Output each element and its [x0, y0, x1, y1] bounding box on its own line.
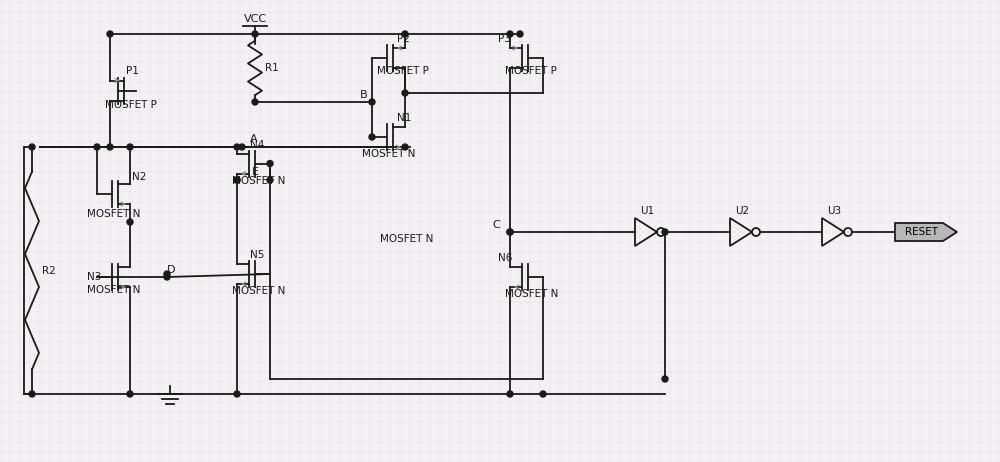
- Circle shape: [29, 391, 35, 397]
- Text: N1: N1: [397, 113, 411, 123]
- Circle shape: [540, 391, 546, 397]
- Circle shape: [252, 31, 258, 37]
- Text: MOSFET P: MOSFET P: [505, 66, 557, 76]
- Text: N3: N3: [87, 272, 101, 282]
- Circle shape: [239, 144, 245, 150]
- Circle shape: [507, 31, 513, 37]
- Circle shape: [507, 391, 513, 397]
- Circle shape: [234, 177, 240, 183]
- Text: RESET: RESET: [904, 227, 938, 237]
- Text: P3: P3: [498, 34, 511, 44]
- Text: MOSFET N: MOSFET N: [87, 209, 140, 219]
- Text: U3: U3: [827, 206, 841, 216]
- Text: MOSFET P: MOSFET P: [377, 66, 429, 76]
- Circle shape: [94, 144, 100, 150]
- Circle shape: [107, 144, 113, 150]
- Circle shape: [267, 160, 273, 166]
- Circle shape: [369, 99, 375, 105]
- Text: E: E: [252, 167, 259, 177]
- Text: U2: U2: [735, 206, 749, 216]
- Circle shape: [127, 219, 133, 225]
- Text: A: A: [250, 134, 258, 144]
- Text: P1: P1: [126, 67, 139, 77]
- Text: VCC: VCC: [243, 14, 267, 24]
- Circle shape: [127, 391, 133, 397]
- Circle shape: [164, 274, 170, 280]
- Text: MOSFET N: MOSFET N: [232, 176, 285, 186]
- Circle shape: [107, 31, 113, 37]
- Text: B: B: [360, 90, 368, 100]
- Circle shape: [252, 99, 258, 105]
- Circle shape: [402, 90, 408, 96]
- Circle shape: [662, 229, 668, 235]
- Text: U1: U1: [640, 206, 654, 216]
- Circle shape: [29, 144, 35, 150]
- Circle shape: [164, 271, 170, 277]
- Polygon shape: [895, 223, 957, 241]
- Circle shape: [234, 144, 240, 150]
- Circle shape: [234, 177, 240, 183]
- Circle shape: [402, 31, 408, 37]
- Text: N2: N2: [132, 172, 146, 182]
- Circle shape: [507, 229, 513, 235]
- Circle shape: [267, 177, 273, 183]
- Circle shape: [369, 134, 375, 140]
- Text: MOSFET N: MOSFET N: [505, 289, 558, 299]
- Text: D: D: [167, 265, 176, 275]
- Text: MOSFET P: MOSFET P: [105, 101, 157, 110]
- Text: R1: R1: [265, 63, 279, 73]
- Circle shape: [127, 144, 133, 150]
- Text: N4: N4: [250, 140, 264, 150]
- Text: MOSFET N: MOSFET N: [232, 286, 285, 296]
- Circle shape: [234, 391, 240, 397]
- Circle shape: [402, 144, 408, 150]
- Circle shape: [507, 229, 513, 235]
- Text: N6: N6: [498, 253, 512, 263]
- Text: C: C: [492, 220, 500, 230]
- Circle shape: [517, 31, 523, 37]
- Text: P2: P2: [397, 34, 410, 44]
- Text: MOSFET N: MOSFET N: [380, 234, 433, 244]
- Circle shape: [662, 376, 668, 382]
- Text: MOSFET N: MOSFET N: [87, 285, 140, 295]
- Text: R2: R2: [42, 266, 56, 275]
- Text: MOSFET N: MOSFET N: [362, 149, 415, 159]
- Text: N5: N5: [250, 250, 264, 260]
